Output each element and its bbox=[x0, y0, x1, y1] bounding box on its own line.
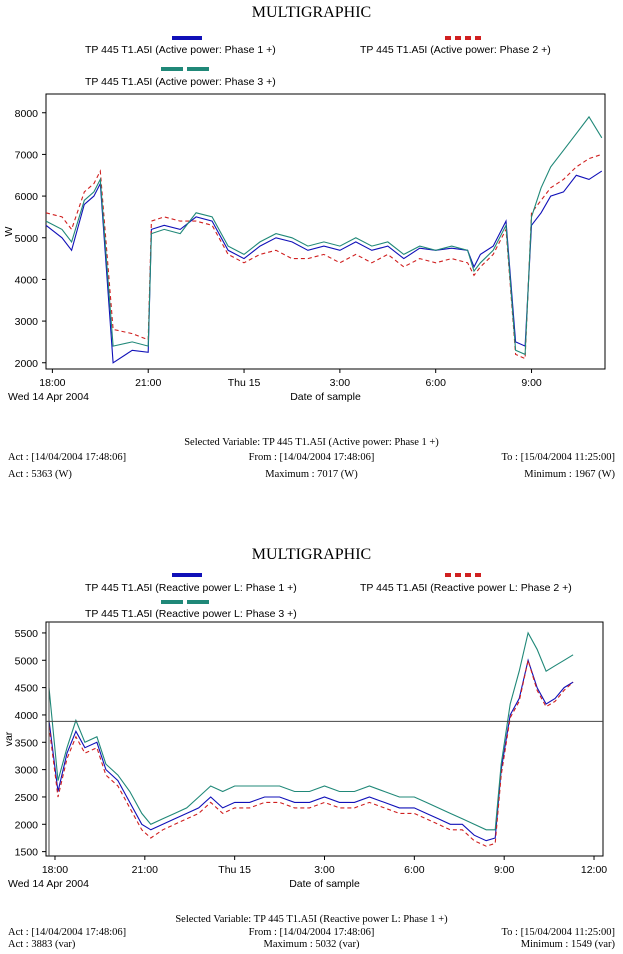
act-value: Act : 5363 (W) bbox=[8, 469, 72, 480]
x-tick-label: 9:00 bbox=[521, 377, 542, 389]
x-tick-label: 18:00 bbox=[39, 377, 65, 389]
chart-panel-active-power: MULTIGRAPHIC TP 445 T1.A5I (Active power… bbox=[3, 4, 616, 480]
chart-panel-reactive-power: MULTIGRAPHIC TP 445 T1.A5I (Reactive pow… bbox=[0, 542, 623, 954]
legend-swatch-phase3 bbox=[161, 67, 209, 71]
y-tick-label: 4000 bbox=[15, 274, 39, 286]
y-tick-label: 5000 bbox=[15, 655, 39, 667]
legend-label-phase3: TP 445 T1.A5I (Reactive power L: Phase 3… bbox=[85, 608, 297, 620]
from-date: From : [14/04/2004 17:48:06] bbox=[248, 927, 375, 938]
maximum-value: Maximum : 7017 (W) bbox=[265, 469, 358, 480]
date-label: Wed 14 Apr 2004 bbox=[8, 878, 89, 890]
y-tick-label: 5500 bbox=[15, 628, 39, 640]
series-line-phase1 bbox=[48, 658, 574, 842]
y-tick-label: 7000 bbox=[15, 149, 39, 161]
selected-variable: Selected Variable: TP 445 T1.A5I (Reacti… bbox=[175, 914, 448, 925]
series-line-phase3 bbox=[45, 115, 603, 356]
legend-swatch-phase1 bbox=[172, 36, 202, 40]
x-axis-label: Date of sample bbox=[290, 391, 361, 403]
legend-label-phase1: TP 445 T1.A5I (Reactive power L: Phase 1… bbox=[85, 582, 297, 594]
y-tick-label: 3500 bbox=[15, 737, 39, 749]
from-date: From : [14/04/2004 17:48:06] bbox=[248, 452, 375, 463]
x-tick-label: 12:00 bbox=[581, 864, 607, 876]
y-tick-label: 4000 bbox=[15, 710, 39, 722]
x-tick-label: 6:00 bbox=[404, 864, 425, 876]
y-tick-label: 6000 bbox=[15, 191, 39, 203]
selected-variable: Selected Variable: TP 445 T1.A5I (Active… bbox=[184, 437, 439, 448]
y-tick-label: 3000 bbox=[15, 316, 39, 328]
x-tick-label: Thu 15 bbox=[218, 864, 251, 876]
legend-label-phase1: TP 445 T1.A5I (Active power: Phase 1 +) bbox=[85, 44, 276, 56]
minimum-value: Minimum : 1549 (var) bbox=[520, 939, 615, 950]
chart-active-power: 2000 3000 4000 5000 6000 7000 8000 18:00 21:00 Th… bbox=[3, 93, 606, 403]
y-tick-label: 3000 bbox=[15, 765, 39, 777]
y-tick-label: 2500 bbox=[15, 792, 39, 804]
x-tick-label: Thu 15 bbox=[228, 377, 261, 389]
legend-swatch-phase2 bbox=[445, 573, 481, 577]
chart-title: MULTIGRAPHIC bbox=[251, 546, 372, 563]
x-tick-label: 21:00 bbox=[135, 377, 161, 389]
y-tick-label: 1500 bbox=[15, 847, 39, 859]
to-date: To : [15/04/2004 11:25:00] bbox=[501, 452, 616, 463]
x-tick-label: 9:00 bbox=[494, 864, 515, 876]
legend-label-phase2: TP 445 T1.A5I (Active power: Phase 2 +) bbox=[360, 44, 551, 56]
y-tick-label: 2000 bbox=[15, 358, 39, 370]
legend-label-phase3: TP 445 T1.A5I (Active power: Phase 3 +) bbox=[85, 76, 276, 88]
legend-swatch-phase3 bbox=[161, 600, 209, 604]
y-axis-label: var bbox=[3, 731, 15, 746]
x-tick-label: 21:00 bbox=[132, 864, 158, 876]
to-date: To : [15/04/2004 11:25:00] bbox=[501, 927, 616, 938]
legend-label-phase2: TP 445 T1.A5I (Reactive power L: Phase 2… bbox=[360, 582, 572, 594]
plot-frame bbox=[45, 621, 604, 857]
series-line-phase2 bbox=[48, 660, 574, 847]
y-axis-label: W bbox=[3, 226, 15, 236]
x-axis-label: Date of sample bbox=[289, 878, 360, 890]
act-date: Act : [14/04/2004 17:48:06] bbox=[8, 452, 127, 463]
legend-swatch-phase2 bbox=[445, 36, 481, 40]
series-line-phase3 bbox=[48, 631, 574, 831]
chart-title: MULTIGRAPHIC bbox=[251, 4, 372, 21]
plot-frame bbox=[45, 93, 606, 370]
x-tick-label: 3:00 bbox=[330, 377, 351, 389]
act-date: Act : [14/04/2004 17:48:06] bbox=[8, 927, 127, 938]
act-value: Act : 3883 (var) bbox=[8, 939, 76, 950]
date-label: Wed 14 Apr 2004 bbox=[8, 391, 89, 403]
y-tick-label: 8000 bbox=[15, 108, 39, 120]
y-tick-label: 5000 bbox=[15, 233, 39, 245]
maximum-value: Maximum : 5032 (var) bbox=[263, 939, 360, 950]
y-tick-label: 4500 bbox=[15, 683, 39, 695]
chart-reactive-power: 1500 2000 2500 3000 3500 4000 4500 5000 5500 18:0… bbox=[3, 621, 607, 890]
legend-swatch-phase1 bbox=[172, 573, 202, 577]
x-tick-label: 3:00 bbox=[314, 864, 335, 876]
y-tick-label: 2000 bbox=[15, 819, 39, 831]
series-line-phase2 bbox=[45, 153, 602, 360]
x-tick-label: 18:00 bbox=[42, 864, 68, 876]
minimum-value: Minimum : 1967 (W) bbox=[524, 469, 615, 480]
x-tick-label: 6:00 bbox=[425, 377, 446, 389]
